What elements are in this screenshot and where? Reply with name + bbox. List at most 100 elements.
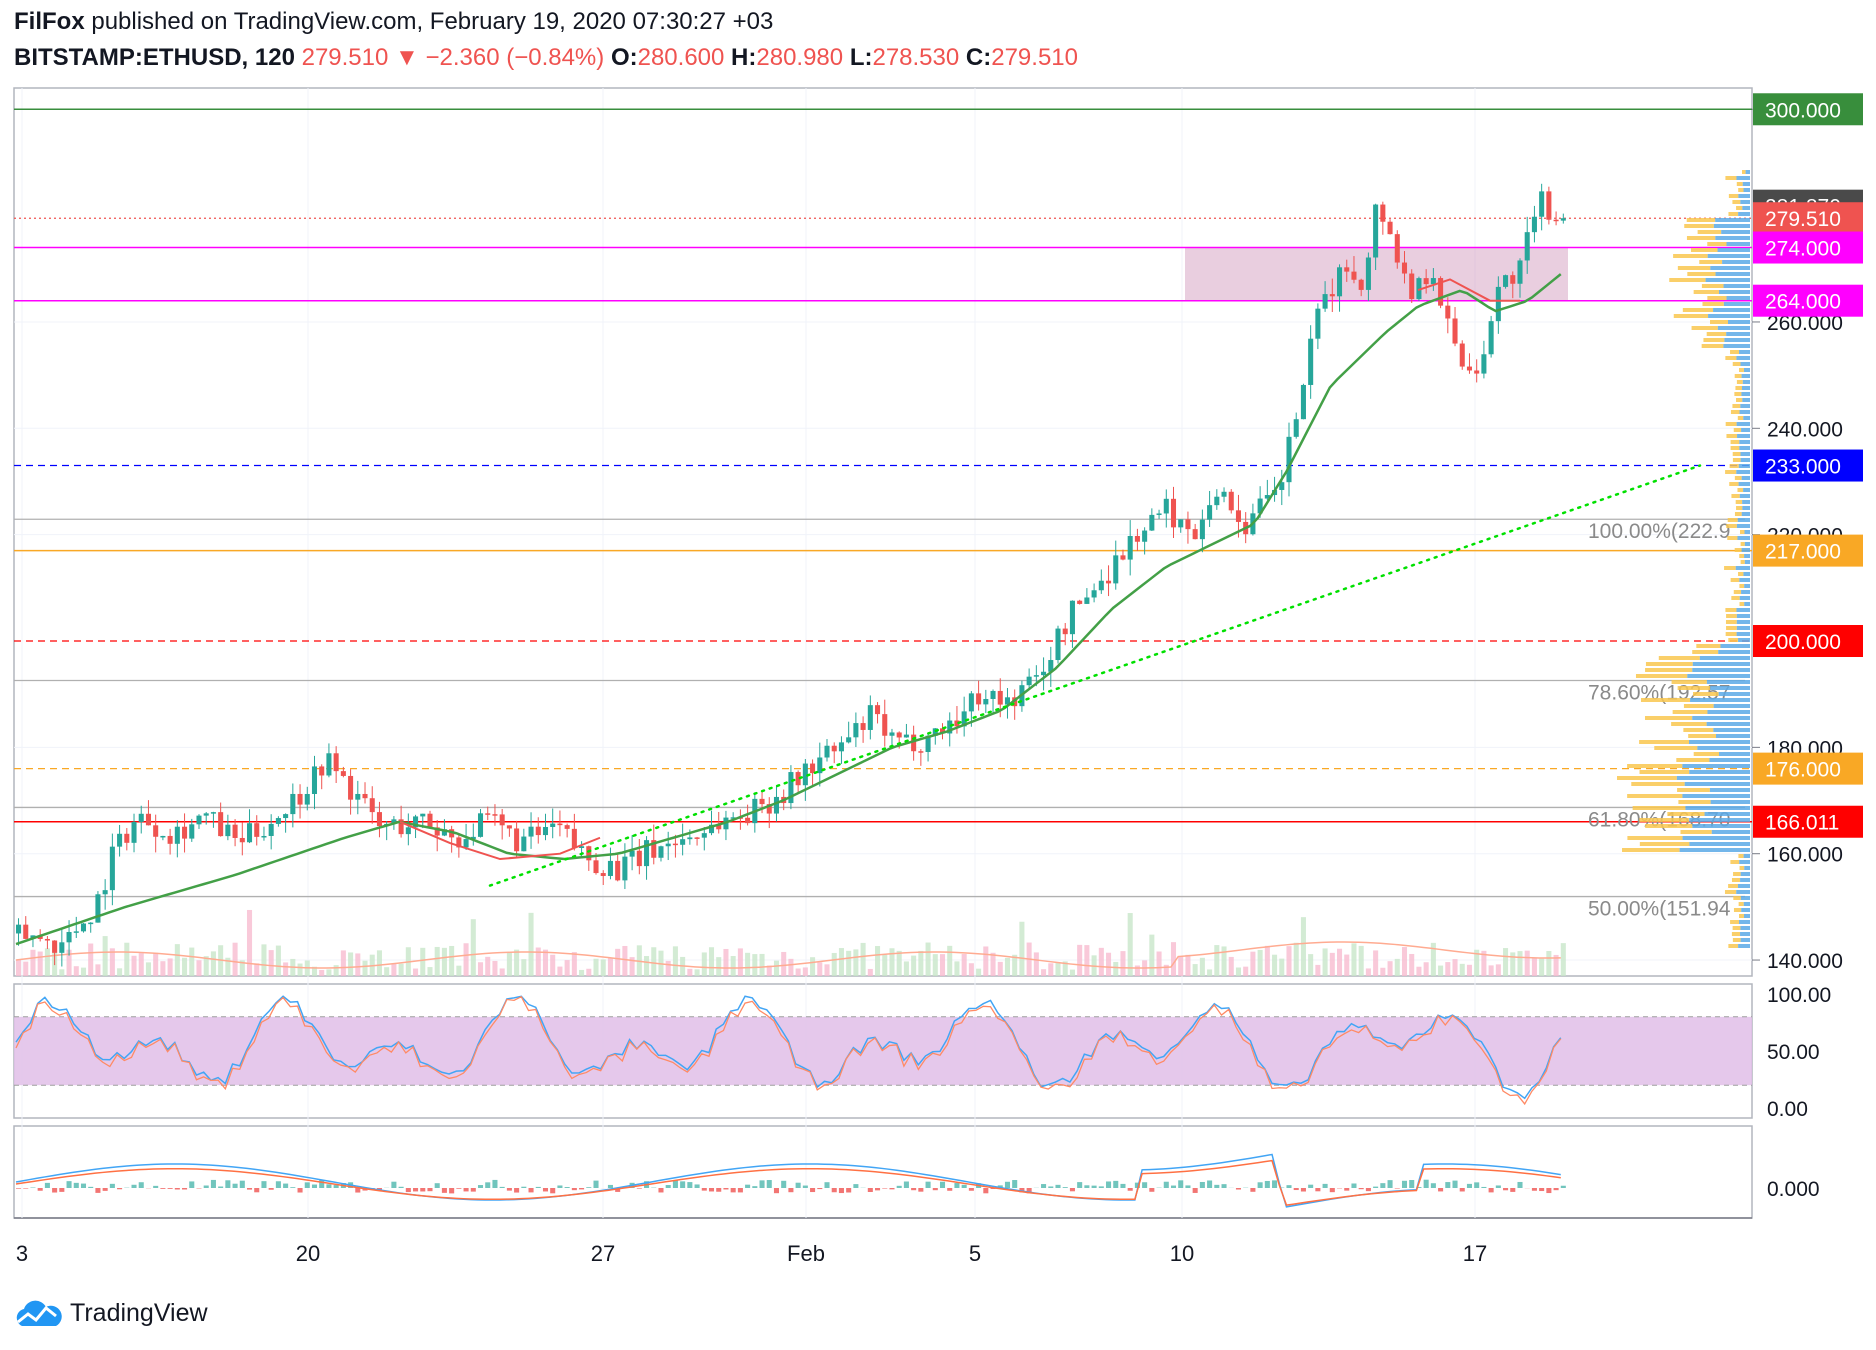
macd-hist-bar [1510,1188,1516,1192]
tradingview-logo[interactable]: TradingView [12,1296,208,1330]
volume-bar [983,946,989,976]
volume-bar [1041,969,1047,976]
candle-body [983,698,989,705]
macd-hist-bar [203,1185,209,1188]
volume-profile-bar [1724,338,1750,342]
moving-average-red-line [399,820,601,861]
candle-body [44,938,50,941]
candle-body [672,843,678,846]
volume-profile-bar [1725,632,1737,636]
volume-bar [579,969,585,976]
volume-profile-bar [1736,206,1743,210]
macd-hist-bar [903,1181,909,1188]
macd-hist-bar [1409,1180,1415,1188]
volume-bar [1416,966,1422,976]
candle-body [319,766,325,776]
volume-bar [708,947,715,976]
macd-hist-bar [925,1181,931,1188]
volume-profile-bar [1692,692,1719,696]
volume-profile-bar [1738,194,1750,198]
macd-hist-bar [477,1185,484,1188]
volume-profile-bar [1708,314,1750,318]
volume-profile-bar [1685,806,1750,810]
volume-bar [802,967,808,976]
macd-hist-bar [954,1183,960,1188]
volume-profile-bar [1640,698,1691,702]
volume-bar [1098,947,1104,976]
volume-profile-bar [1739,368,1744,372]
macd-hist-bar [109,1183,115,1188]
volume-bar [66,949,72,976]
macd-hist-bar [1012,1180,1018,1188]
volume-bar [903,961,909,976]
macd-hist-bar [1315,1188,1321,1192]
macd-hist-bar [1344,1188,1350,1191]
volume-profile-bar [1677,788,1710,792]
symbol-legend: BITSTAMP:ETHUSD, 120 279.510 ▼ −2.360 (−… [14,44,1078,72]
macd-hist-bar [1199,1181,1205,1188]
volume-bar [745,952,751,976]
volume-profile-bar [1732,362,1741,366]
candle-body [629,850,635,857]
author-name[interactable]: FilFox [14,8,85,35]
volume-profile-bar [1739,860,1750,864]
candle-body [1192,529,1198,540]
candle-body [1488,321,1494,355]
x-tick-label: 10 [1170,1241,1194,1266]
volume-profile-bar [1721,230,1750,234]
macd-hist-bar [1560,1185,1566,1188]
volume-profile-bar [1696,644,1721,648]
volume-profile-bar [1740,560,1745,564]
volume-profile-bar [1718,650,1750,654]
volume-profile-bar [1743,914,1750,918]
price-tag [1753,202,1863,235]
volume-bar [838,948,844,976]
candle-body [593,860,599,874]
candle-body [644,840,650,867]
volume-bar [737,948,743,976]
volume-bar [420,947,426,976]
macd-hist-bar [817,1188,823,1190]
volume-profile-bar [1737,434,1750,438]
macd-hist-bar [268,1188,274,1190]
candle-body [925,735,931,752]
volume-bar [1069,969,1075,976]
volume-bar [968,963,974,976]
volume-bar [117,968,123,976]
volume-bar [831,952,837,976]
candle-body [333,753,339,772]
volume-bar [1243,966,1249,976]
macd-hist-bar [1329,1188,1335,1193]
volume-profile-bar [1739,914,1744,918]
volume-bar [1250,951,1256,976]
price-tag [1753,93,1863,126]
volume-bar [954,961,960,976]
candle-body [1170,498,1177,528]
volume-profile-bar [1726,296,1750,300]
volume-profile-bar [1741,908,1750,912]
volume-profile-bar [1710,686,1750,690]
volume-profile-bar [1740,530,1745,534]
candle-body [261,835,267,838]
volume-bar [716,957,722,976]
volume-profile-bar [1726,434,1738,438]
macd-hist-bar [1481,1186,1487,1188]
volume-profile-bar [1684,782,1750,786]
volume-profile-bar [1687,674,1750,678]
candle-body [492,814,498,816]
volume-profile-bar [1732,458,1741,462]
volume-profile-bar [1738,188,1744,192]
volume-bar [124,942,130,976]
volume-profile-bar [1739,602,1745,606]
candle-body [954,720,960,727]
volume-bar [564,960,570,976]
volume-profile-bar [1730,440,1740,444]
volume-profile-bar [1739,410,1750,414]
macd-hist-bar [441,1188,447,1193]
candle-body [528,826,534,837]
volume-profile-bar [1735,386,1742,390]
volume-bar [160,961,166,976]
volume-bar [824,964,830,976]
volume-profile-bar [1738,212,1750,216]
